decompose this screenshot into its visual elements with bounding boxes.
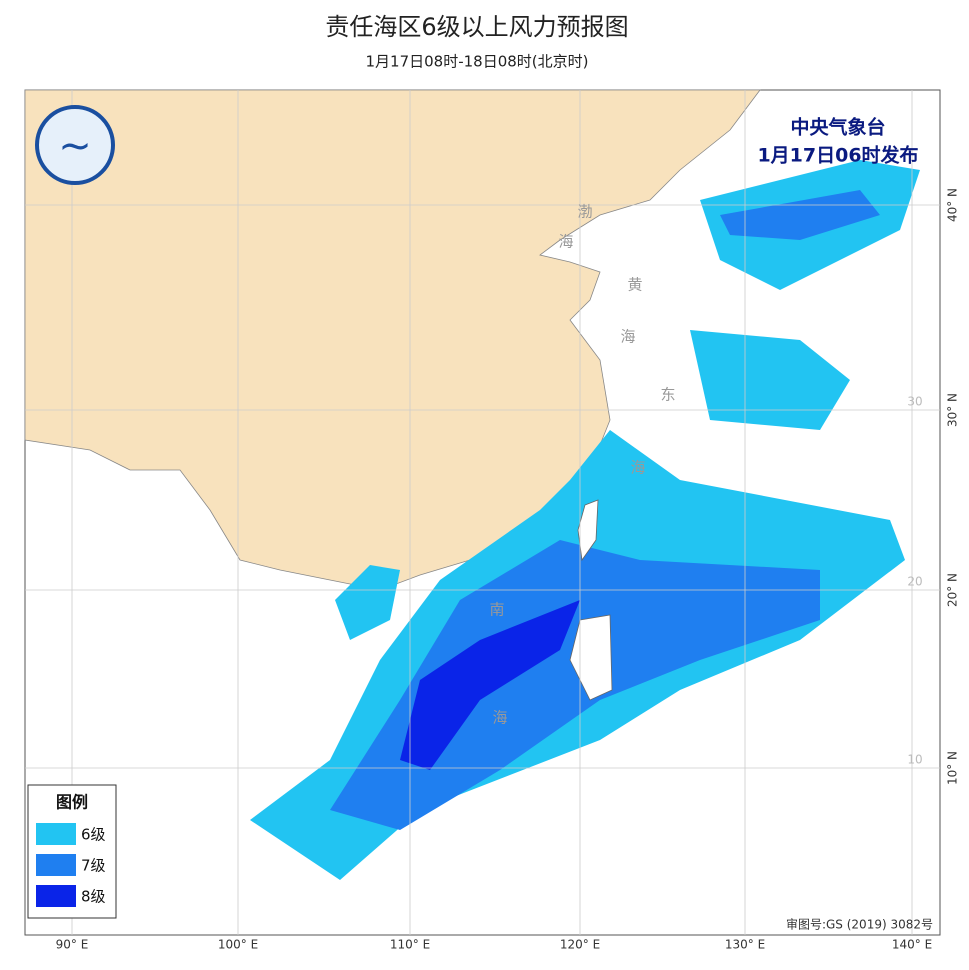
legend-swatch xyxy=(36,854,76,876)
zone-7 xyxy=(720,190,880,240)
sea-label: 渤 xyxy=(577,203,592,221)
issuer: 中央气象台 xyxy=(790,116,885,139)
longitude-label: 90° E xyxy=(56,938,89,952)
sea-label: 海 xyxy=(620,328,635,346)
latitude-label: 40° N xyxy=(946,188,960,222)
inner-latitude-label: 10 xyxy=(907,753,922,767)
sea-label: 海 xyxy=(492,709,507,727)
latitude-label: 10° N xyxy=(946,751,960,785)
sea-label: 东 xyxy=(660,386,675,404)
inner-latitude-label: 20 xyxy=(907,575,922,589)
approval: 审图号:GS (2019) 3082号 xyxy=(786,917,933,932)
longitude-label: 110° E xyxy=(390,938,430,952)
sea-label: 黄 xyxy=(627,276,642,294)
title: 责任海区6级以上风力预报图 xyxy=(325,13,628,41)
sea-label: 南 xyxy=(489,601,504,619)
longitude-label: 100° E xyxy=(218,938,258,952)
legend-label: 7级 xyxy=(81,857,106,875)
inner-latitude-label: 30 xyxy=(907,395,922,409)
zone-6 xyxy=(690,330,850,430)
logo xyxy=(35,105,115,185)
longitude-label: 140° E xyxy=(892,938,932,952)
legend-title: 图例 xyxy=(56,793,88,812)
legend-label: 8级 xyxy=(81,888,106,906)
island xyxy=(569,614,613,701)
latitude-label: 30° N xyxy=(946,393,960,427)
legend-label: 6级 xyxy=(81,826,106,844)
subtitle: 1月17日08时-18日08时(北京时) xyxy=(365,53,588,71)
zone-6 xyxy=(335,565,400,640)
island xyxy=(577,499,599,562)
latitude-label: 20° N xyxy=(946,573,960,607)
logo-mark: ~ xyxy=(58,123,92,169)
inner-latitude-labels: 30 20 10 xyxy=(907,395,922,767)
longitude-labels: 90° E 100° E 110° E 120° E 130° E 140° E xyxy=(56,938,932,952)
legend-swatch xyxy=(36,885,76,907)
legend-swatch xyxy=(36,823,76,845)
issue-time: 1月17日06时发布 xyxy=(757,144,918,167)
sea-label: 海 xyxy=(558,233,573,251)
zone-7 xyxy=(330,540,820,830)
map: ~ xyxy=(24,89,941,936)
zone-8 xyxy=(400,600,580,770)
longitude-label: 120° E xyxy=(560,938,600,952)
legend: 图例 6级 7级 8级 xyxy=(27,784,117,919)
longitude-label: 130° E xyxy=(725,938,765,952)
latitude-labels: 40° N 30° N 20° N 10° N xyxy=(946,188,960,785)
graticule xyxy=(25,90,940,935)
sea-label: 海 xyxy=(630,459,645,477)
